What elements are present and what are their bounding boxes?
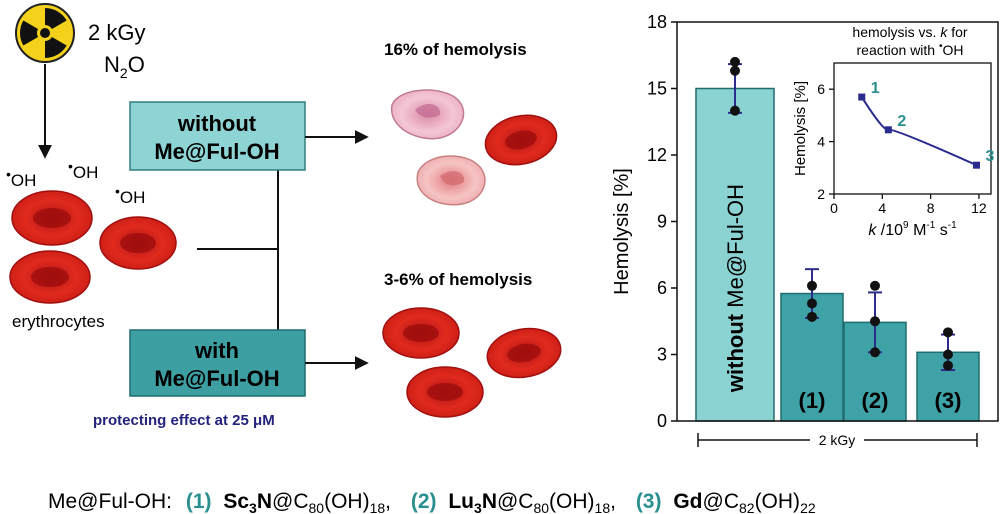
footer-legend: Me@Ful-OH: (1) Sc3N@C80(OH)18, (2) Lu3N@… [48, 490, 816, 514]
data-point [943, 349, 953, 360]
inset-point-label: 1 [871, 80, 880, 97]
inset-point [973, 161, 981, 169]
inset-point-label: 3 [986, 148, 995, 165]
svg-text:with: with [194, 338, 239, 363]
data-point [943, 360, 953, 371]
without-treatment-box: without Me@Ful-OH [129, 101, 306, 171]
inset-line-chart: hemolysis vs. k for reaction with •OH He… [792, 24, 995, 239]
y-tick-label: 3 [657, 345, 667, 365]
inset-points: 12 3 [858, 80, 995, 169]
inset-title-line2: reaction with •OH [857, 41, 964, 58]
data-point [807, 280, 817, 291]
hemolysed-cell [416, 155, 486, 206]
bracket-label-bg [810, 431, 864, 449]
plot-frame [676, 21, 999, 422]
y-tick-label: 9 [657, 212, 667, 232]
data-point [807, 311, 817, 322]
inset-y-axis-label: Hemolysis [%] [792, 81, 809, 176]
inset-x-tick-label: 0 [830, 200, 838, 216]
y-tick-label: 15 [647, 79, 667, 99]
inset-frame [833, 62, 992, 195]
gas-label: N2O [104, 52, 145, 81]
category-label: (1) [799, 388, 826, 413]
y-axis: 0 3 6 9 12 15 18 [647, 12, 677, 431]
data-points [730, 56, 953, 371]
svg-text:Me@Ful-OH: Me@Ful-OH [154, 366, 279, 391]
data-point [730, 105, 740, 116]
y-tick-label: 12 [647, 145, 667, 165]
y-tick-label: 18 [647, 12, 667, 32]
erythrocyte-cell [11, 190, 93, 246]
data-point [807, 298, 817, 309]
y-tick-label: 0 [657, 411, 667, 431]
svg-text:without: without [177, 111, 257, 136]
bar [695, 87, 775, 422]
with-treatment-box: with Me@Ful-OH [129, 329, 306, 397]
radical-label: •OH [115, 183, 145, 207]
erythrocyte-cell [486, 327, 562, 379]
inset-point [858, 93, 866, 101]
category-label: (3) [935, 388, 962, 413]
svg-text:Me@Ful-OH: Me@Ful-OH [154, 139, 279, 164]
inset-y-tick-label: 2 [817, 186, 825, 202]
data-point [730, 56, 740, 67]
outcome-with-label: 3-6% of hemolysis [384, 270, 532, 289]
dose-bracket [697, 431, 978, 449]
inset-point-label: 2 [897, 113, 906, 130]
inset-y-tick-label: 6 [817, 81, 825, 97]
inset-x-tick-label: 4 [878, 200, 886, 216]
data-point [870, 280, 880, 291]
hemolysed-cell [391, 89, 465, 140]
inset-x-tick-label: 12 [971, 200, 987, 216]
inset-x-axis-label: k /109 M-1 s-1 [868, 220, 957, 239]
erythrocyte-cell [99, 216, 177, 270]
erythrocytes-label: erythrocytes [12, 312, 105, 331]
erythrocyte-cell [484, 114, 558, 166]
bar-label-without: without Me@Ful-OH [723, 184, 748, 393]
category-label: (2) [862, 388, 889, 413]
inset-point [884, 126, 892, 134]
inset-title-line1: hemolysis vs. k for [852, 24, 967, 40]
radical-label: •OH [6, 166, 36, 190]
x-axis-label: 2 kGy [819, 432, 856, 448]
erythrocyte-cell [382, 307, 460, 359]
outcome-without-label: 16% of hemolysis [384, 40, 527, 59]
data-point [870, 316, 880, 327]
inset-x-tick-label: 8 [927, 200, 935, 216]
dose-label: 2 kGy [88, 20, 145, 45]
radiation-icon [15, 3, 75, 63]
inset-y-tick-label: 4 [817, 134, 825, 150]
erythrocyte-cell [9, 250, 91, 304]
protecting-note: protecting effect at 25 μM [93, 412, 275, 429]
y-tick-label: 6 [657, 278, 667, 298]
bars [695, 87, 980, 422]
plot-border [676, 21, 999, 422]
erythrocyte-cell [406, 366, 484, 418]
data-point [870, 347, 880, 358]
radical-label: •OH [68, 158, 98, 182]
category-labels: (1) (2) (3) [799, 388, 962, 413]
y-axis-label: Hemolysis [%] [611, 168, 633, 295]
data-point [943, 327, 953, 338]
data-point [730, 65, 740, 76]
